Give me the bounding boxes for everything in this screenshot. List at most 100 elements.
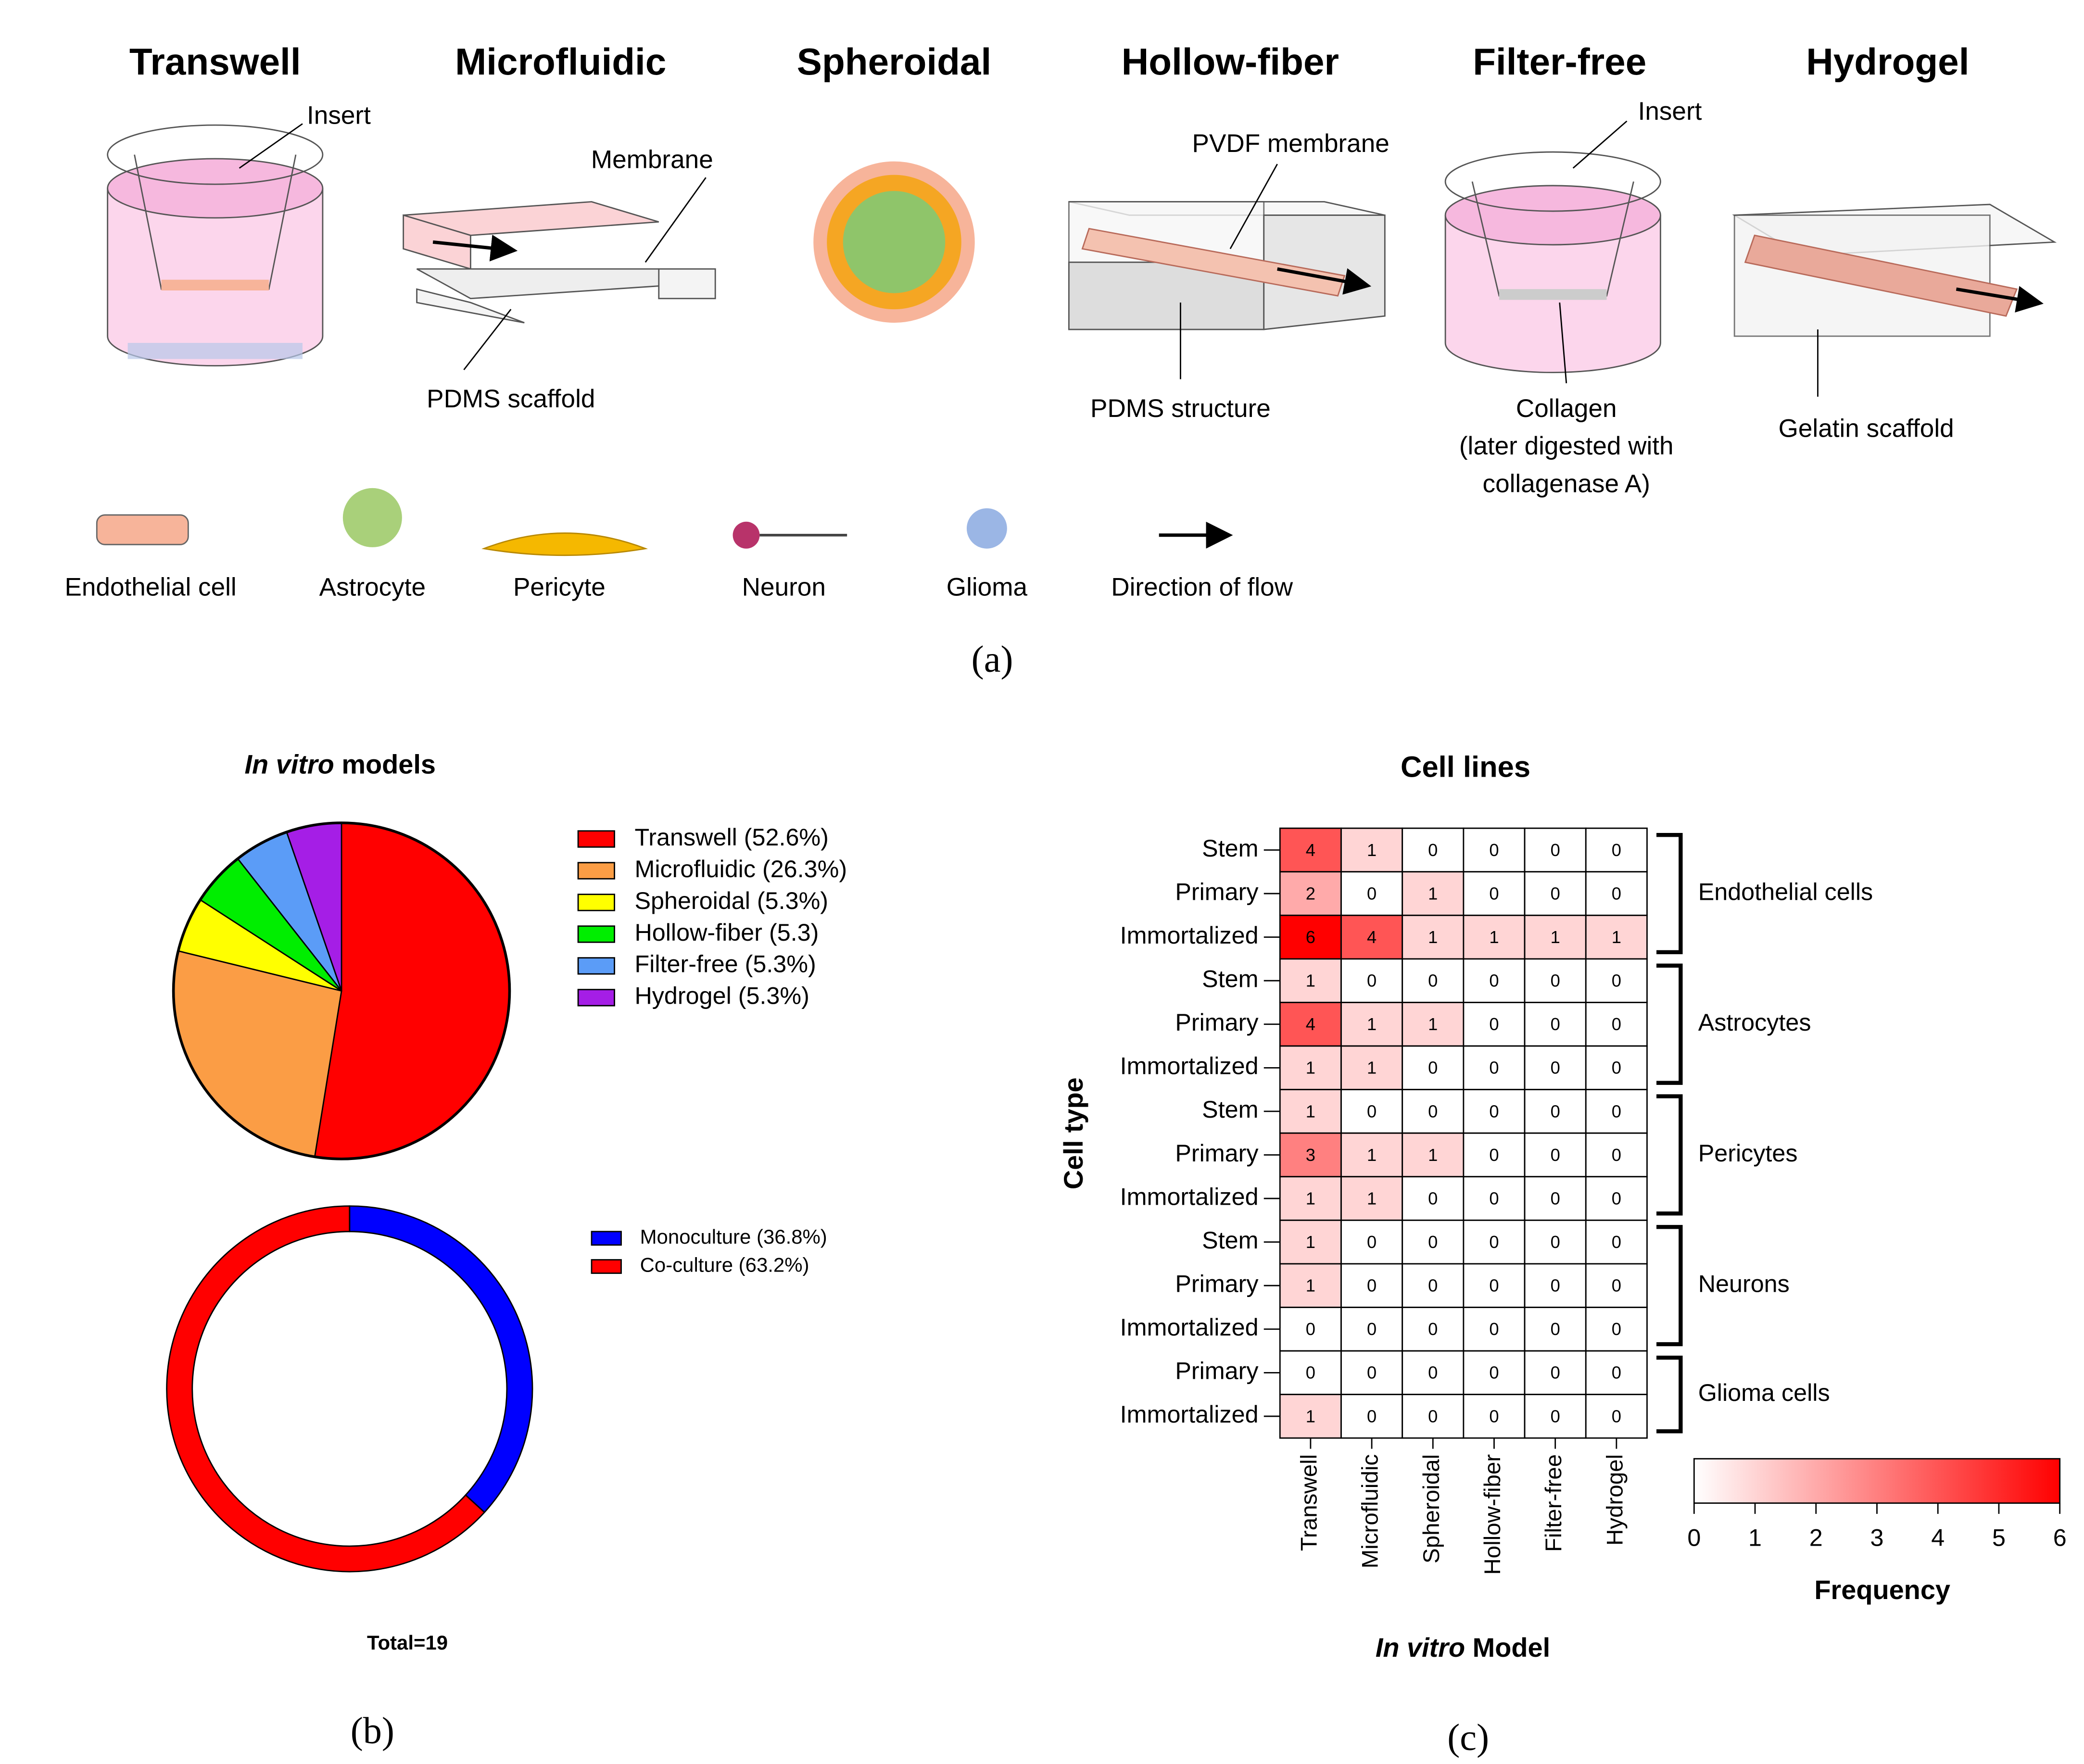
heatmap-cell xyxy=(1524,1219,1587,1265)
cell-label: 6 xyxy=(1306,927,1315,947)
group-bracket xyxy=(1656,1094,1683,1216)
row-label: Stem xyxy=(1202,1096,1258,1123)
label: Insert xyxy=(307,101,371,129)
heatmap-cell xyxy=(1585,1089,1648,1134)
label-rest: Model xyxy=(1465,1632,1550,1663)
cell-label: 1 xyxy=(1428,1014,1438,1034)
cell-label: 1 xyxy=(1306,971,1315,991)
legend-label: Spheroidal (5.3%) xyxy=(634,887,828,914)
cell-label: 1 xyxy=(1612,927,1621,947)
heatmap-cell xyxy=(1340,1350,1403,1396)
label: (later digested with xyxy=(1459,432,1674,460)
legend-swatch xyxy=(577,925,615,943)
cell-label: 1 xyxy=(1367,840,1377,860)
cell-label: 1 xyxy=(1306,1188,1315,1208)
cell-label: 0 xyxy=(1367,1232,1377,1252)
model-title: Transwell xyxy=(129,40,301,83)
row-label: Primary xyxy=(1175,1139,1259,1167)
heatmap-cell xyxy=(1585,1132,1648,1178)
cell-label: 0 xyxy=(1612,883,1621,903)
legend-label: Co-culture (63.2%) xyxy=(640,1254,809,1276)
cell-label: 0 xyxy=(1612,1101,1621,1121)
legend-label: Glioma xyxy=(947,573,1028,602)
row-label: Immortalized xyxy=(1120,921,1259,949)
cell-label: 4 xyxy=(1306,1014,1315,1034)
title-rest: models xyxy=(334,749,436,779)
cell-label: 0 xyxy=(1367,1319,1377,1339)
group-label: Glioma cells xyxy=(1698,1379,1830,1406)
heatmap-title: Cell lines xyxy=(1401,750,1530,783)
cell-label: 0 xyxy=(1428,1406,1438,1426)
heatmap-cell xyxy=(1585,958,1648,1003)
group-bracket xyxy=(1656,832,1683,955)
cell-label: 0 xyxy=(1489,1406,1499,1426)
legend-label: Monoculture (36.8%) xyxy=(640,1225,827,1248)
cell-label: 0 xyxy=(1612,1319,1621,1339)
legend-label: Neuron xyxy=(742,573,826,602)
cell-label: 0 xyxy=(1367,1363,1377,1383)
cell-label: 0 xyxy=(1489,1363,1499,1383)
x-axis-label: In vitro Model xyxy=(1376,1632,1550,1663)
title-italic: In vitro xyxy=(244,749,334,779)
model-title: Hydrogel xyxy=(1806,40,1969,83)
heatmap-cell xyxy=(1585,1176,1648,1221)
cell-label: 0 xyxy=(1612,1058,1621,1078)
heatmap-cell xyxy=(1463,1350,1526,1396)
cell-label: 0 xyxy=(1489,840,1499,860)
cell-label: 0 xyxy=(1489,1276,1499,1296)
label: PVDF membrane xyxy=(1192,129,1389,158)
legend-label: Astrocyte xyxy=(319,573,426,602)
donut-segment xyxy=(166,1205,486,1573)
legend-swatch xyxy=(591,1231,622,1246)
heatmap-cell xyxy=(1585,827,1648,873)
pie-slice xyxy=(314,822,510,1160)
heatmap-cell xyxy=(1279,1132,1342,1178)
model-title: Filter-free xyxy=(1473,40,1646,83)
cell-label: 0 xyxy=(1306,1363,1315,1383)
legend-swatch xyxy=(591,1259,622,1274)
cell-label: 0 xyxy=(1367,1276,1377,1296)
heatmap-cell xyxy=(1340,958,1403,1003)
row-label: Primary xyxy=(1175,1008,1259,1036)
legend-label: Direction of flow xyxy=(1111,573,1293,602)
cell-label: 0 xyxy=(1428,1276,1438,1296)
row-label: Primary xyxy=(1175,878,1259,905)
heatmap-cell xyxy=(1340,1219,1403,1265)
heatmap-cell xyxy=(1524,1176,1587,1221)
cell-label: 1 xyxy=(1306,1101,1315,1121)
heatmap-cell xyxy=(1402,1089,1465,1134)
label-italic: In vitro xyxy=(1376,1632,1465,1663)
heatmap-cell xyxy=(1463,914,1526,960)
cell-label: 0 xyxy=(1551,1363,1560,1383)
cell-label: 0 xyxy=(1428,1188,1438,1208)
cell-label: 0 xyxy=(1551,1014,1560,1034)
colorbar-tick-label: 1 xyxy=(1748,1524,1762,1551)
row-label: Stem xyxy=(1202,1226,1258,1254)
cell-label: 1 xyxy=(1367,1145,1377,1165)
cell-label: 3 xyxy=(1306,1145,1315,1165)
group-bracket xyxy=(1656,1355,1683,1434)
colorbar-tick-label: 3 xyxy=(1870,1524,1884,1551)
heatmap-cell xyxy=(1585,1307,1648,1352)
cell-label: 0 xyxy=(1428,971,1438,991)
cell-label: 4 xyxy=(1367,927,1377,947)
heatmap-cell xyxy=(1524,1132,1587,1178)
cell-label: 2 xyxy=(1306,883,1315,903)
heatmap-cell xyxy=(1585,1045,1648,1091)
annotation: Total=19 xyxy=(367,1631,448,1654)
cell-label: 0 xyxy=(1489,1232,1499,1252)
cell-label: 0 xyxy=(1551,1058,1560,1078)
cell-label: 1 xyxy=(1551,927,1560,947)
cell-label: 0 xyxy=(1489,971,1499,991)
cell-label: 0 xyxy=(1612,1188,1621,1208)
colorbar xyxy=(1693,1458,2061,1504)
caption: (a) xyxy=(972,638,1013,680)
cell-label: 1 xyxy=(1306,1276,1315,1296)
heatmap-cell xyxy=(1524,1263,1587,1308)
heatmap-cell xyxy=(1524,1089,1587,1134)
cell-label: 0 xyxy=(1306,1319,1315,1339)
pie-outline xyxy=(172,821,511,1160)
model-title: Hollow-fiber xyxy=(1122,40,1339,83)
cell-label: 0 xyxy=(1612,1406,1621,1426)
